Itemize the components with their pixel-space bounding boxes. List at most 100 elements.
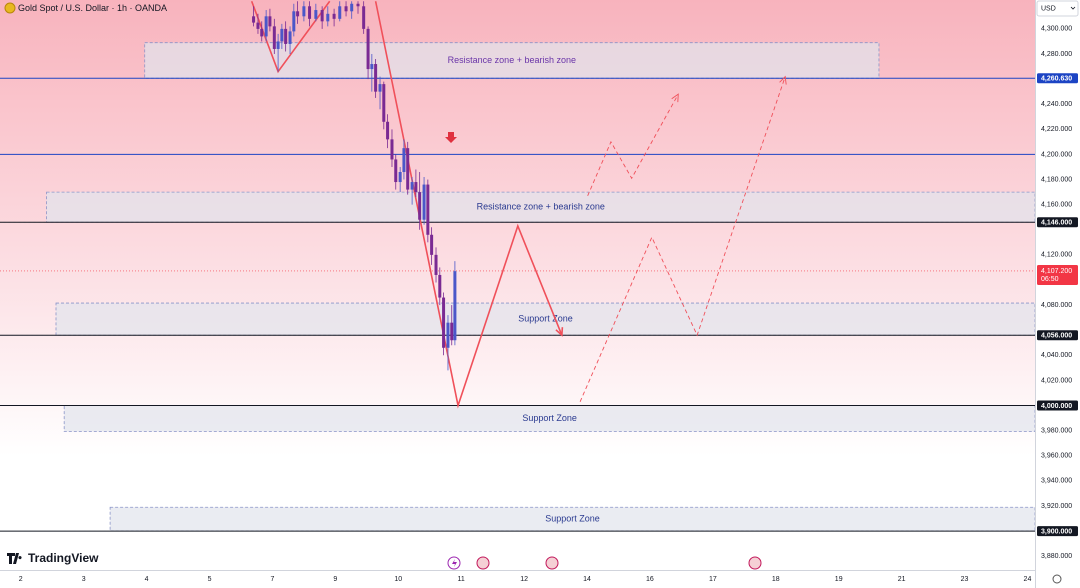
- candle-body: [362, 6, 366, 29]
- currency[interactable]: USD: [1041, 5, 1056, 12]
- zone-label: Resistance zone + bearish zone: [448, 55, 576, 65]
- candle-body: [252, 16, 256, 23]
- candle-body: [374, 64, 378, 92]
- candle-body: [344, 6, 348, 12]
- candle-body: [418, 192, 422, 220]
- candle-body: [390, 139, 394, 160]
- plot-background: [0, 0, 1035, 570]
- price-tag: [1037, 526, 1078, 537]
- candle-body: [366, 28, 370, 70]
- price-tag-label: 4,056.000: [1041, 333, 1072, 340]
- candle-body: [332, 13, 336, 19]
- arrowhead: [671, 93, 679, 103]
- zone-label: Support Zone: [518, 314, 573, 324]
- x-tick-label: 14: [583, 576, 591, 583]
- price-tag-label: 4,000.000: [1041, 403, 1072, 410]
- projection-path: [579, 76, 786, 402]
- candle-body: [314, 10, 318, 19]
- candle-body: [320, 10, 324, 22]
- y-tick-label: 4,300.000: [1041, 26, 1072, 33]
- x-tick-label: 9: [333, 576, 337, 583]
- candle-body: [406, 148, 410, 190]
- candle-body: [394, 159, 398, 183]
- candle-body: [264, 16, 268, 37]
- projection-path: [587, 93, 679, 197]
- candle-body: [280, 28, 284, 42]
- y-tick-label: 4,020.000: [1041, 377, 1072, 384]
- event-icon-glyph: [452, 559, 457, 567]
- x-tick-label: 4: [145, 576, 149, 583]
- zone: [63, 405, 1035, 432]
- zone-label: Support Zone: [522, 413, 577, 423]
- current-price-label: 4,107.200: [1041, 268, 1072, 275]
- event-icon[interactable]: [748, 556, 762, 570]
- candle-body: [446, 322, 450, 348]
- candle-body: [302, 6, 306, 17]
- brand: TradingView: [28, 551, 99, 565]
- candle-body: [430, 234, 434, 255]
- axes: 4,300.000 4,280.000 4,240.000 4,220.000 4,20…: [19, 26, 1078, 583]
- x-tick-label: 17: [709, 576, 717, 583]
- arrowhead: [555, 327, 564, 337]
- price-tag: [1037, 217, 1078, 228]
- price-tag-label: 4,260.630: [1041, 76, 1072, 83]
- x-tick-label: 2: [19, 576, 23, 583]
- x-tick-label: 5: [208, 576, 212, 583]
- symbol-title[interactable]: Gold Spot / U.S. Dollar · 1h · OANDA: [18, 3, 167, 13]
- candle-body: [308, 6, 312, 19]
- candle-body: [434, 254, 438, 275]
- candle-body: [410, 182, 414, 190]
- event-icon[interactable]: [545, 556, 559, 570]
- candle-body: [256, 22, 260, 29]
- y-tick-label: 3,920.000: [1041, 503, 1072, 510]
- candle-body: [260, 28, 264, 37]
- x-tick-label: 12: [520, 576, 528, 583]
- y-tick-label: 4,240.000: [1041, 101, 1072, 108]
- y-tick-label: 4,200.000: [1041, 151, 1072, 158]
- y-tick-label: 4,280.000: [1041, 51, 1072, 58]
- candle-body: [338, 6, 342, 19]
- candle-body: [288, 31, 292, 44]
- current-price-tag: [1037, 264, 1078, 285]
- candle-body: [276, 41, 280, 49]
- zone: [144, 42, 880, 79]
- arrowhead: [779, 75, 787, 85]
- price-tag-label: 3,900.000: [1041, 528, 1072, 535]
- y-tick-label: 4,120.000: [1041, 252, 1072, 259]
- price-tag: [1037, 330, 1078, 341]
- x-tick-label: 3: [82, 576, 86, 583]
- x-tick-label: 16: [646, 576, 654, 583]
- currency-box[interactable]: [1036, 0, 1079, 17]
- candle-body: [386, 121, 390, 140]
- y-tick-label: 3,980.000: [1041, 427, 1072, 434]
- candle-body: [296, 11, 300, 17]
- x-tick-label: 18: [772, 576, 780, 583]
- event-icon[interactable]: [476, 556, 490, 570]
- candle-body: [422, 184, 426, 220]
- x-tick-label: 19: [835, 576, 843, 583]
- zone: [55, 302, 1035, 336]
- candle-body: [450, 322, 454, 341]
- price-tag: [1037, 73, 1078, 84]
- zone: [46, 191, 1035, 223]
- candle-body: [370, 64, 374, 70]
- y-tick-label: 3,960.000: [1041, 453, 1072, 460]
- candle-body: [272, 26, 276, 49]
- candle-body: [453, 271, 457, 341]
- settings-icon[interactable]: [1052, 574, 1062, 584]
- x-tick-label: 11: [458, 576, 465, 583]
- countdown: 06:50: [1041, 276, 1059, 283]
- candle-body: [402, 148, 406, 173]
- down-arrow-marker: [445, 132, 457, 143]
- y-tick-label: 3,940.000: [1041, 478, 1072, 485]
- candle-body: [426, 184, 430, 235]
- plot-area: Resistance zone + bearish zone Resistance…: [0, 0, 1035, 532]
- candle-body: [414, 182, 418, 193]
- candle-body: [382, 84, 386, 122]
- price-tag: [1037, 400, 1078, 411]
- candle-body: [292, 11, 296, 32]
- candle-body: [438, 274, 442, 298]
- zone-label: Resistance zone + bearish zone: [477, 202, 605, 212]
- x-tick-label: 10: [394, 576, 402, 583]
